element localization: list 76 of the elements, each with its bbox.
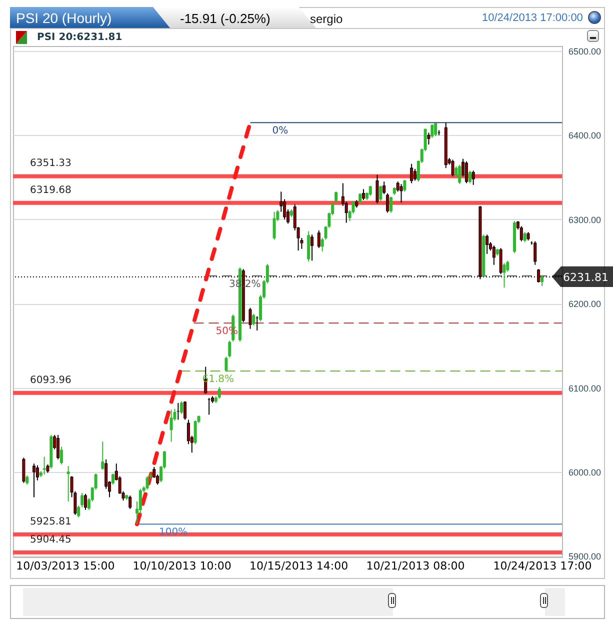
candlestick [26, 474, 29, 486]
candlestick [523, 232, 526, 243]
text: sergio [310, 12, 343, 26]
candlestick [403, 179, 406, 192]
candlestick [468, 170, 472, 184]
candlestick [42, 456, 46, 475]
y-tick-label: 6500.00 [568, 46, 602, 57]
candlestick [252, 313, 256, 326]
annotation: 0% [272, 126, 288, 137]
ref-line-label: 6351.33 [30, 158, 72, 170]
candlestick [486, 234, 489, 254]
candlestick [534, 240, 537, 266]
text: PSI 20:6231.81 [37, 32, 122, 43]
candlestick [499, 248, 502, 275]
candlestick [540, 275, 544, 286]
ref-line-label: 5904.45 [30, 534, 72, 546]
candlestick [184, 400, 187, 420]
candlestick [272, 211, 276, 240]
y-tick-label: 6100.00 [568, 383, 602, 394]
candlestick [111, 473, 114, 486]
y-tick-label: 5900.00 [568, 552, 602, 562]
y-tick-label: 6400.00 [568, 130, 602, 141]
ref-line-label: 6231.81 [563, 270, 608, 284]
candlestick [248, 307, 252, 330]
candlestick [334, 191, 338, 204]
candlestick [307, 230, 310, 262]
y-tick-label: 6000.00 [568, 467, 602, 478]
x-tick-label: 10/21/2013 08:00 [366, 560, 465, 572]
candlestick [389, 196, 392, 214]
x-tick-label: 10/10/2013 10:00 [132, 560, 232, 572]
candlestick [180, 400, 184, 414]
candlestick [60, 446, 63, 465]
candlestick [32, 463, 36, 498]
text: 10/24/2013 17:00:00 [482, 12, 583, 24]
candlestick [218, 386, 221, 400]
ref-line-label: 5925.81 [30, 516, 72, 528]
candlestick [228, 340, 232, 358]
candlestick [128, 495, 132, 510]
candlestick [224, 356, 228, 372]
candlestick [22, 457, 26, 484]
candlestick [413, 168, 416, 182]
candlestick [434, 122, 438, 137]
ref-line-label: 6319.68 [30, 184, 72, 196]
candlestick [427, 132, 430, 145]
candlestick [382, 181, 386, 195]
candlestick [410, 163, 414, 184]
candlestick [379, 185, 382, 202]
candlestick [458, 164, 462, 185]
candlestick [472, 170, 475, 186]
ref-line-label: 6093.96 [30, 374, 72, 386]
candlestick [170, 409, 173, 442]
candlestick [101, 441, 104, 470]
candlestick [400, 184, 403, 204]
y-tick-label: 6200.00 [568, 299, 602, 310]
candlestick [146, 476, 149, 490]
candlestick [451, 159, 454, 177]
candlestick [317, 230, 320, 249]
candlestick [362, 188, 366, 201]
candlestick [310, 234, 314, 262]
candlestick [430, 124, 434, 138]
candlestick [56, 434, 60, 460]
x-tick-label: 10/15/2013 14:00 [249, 560, 348, 572]
candlestick [376, 174, 379, 204]
candlestick [464, 160, 468, 184]
chart-subtitle: -15.91 (-0.25%) [180, 11, 270, 26]
y-tick-label: 6300.00 [568, 214, 602, 225]
x-tick-label: 10/03/2013 15:00 [16, 560, 115, 572]
x-tick-label: 10/24/2013 17:00 [493, 560, 592, 572]
candlestick [502, 262, 506, 288]
candlestick [84, 493, 87, 510]
candlestick [386, 192, 390, 214]
candlestick [492, 245, 496, 266]
candlestick [358, 192, 362, 204]
chart-title: PSI 20 (Hourly) [16, 10, 112, 26]
candlestick [368, 185, 372, 196]
candlestick [66, 466, 70, 502]
